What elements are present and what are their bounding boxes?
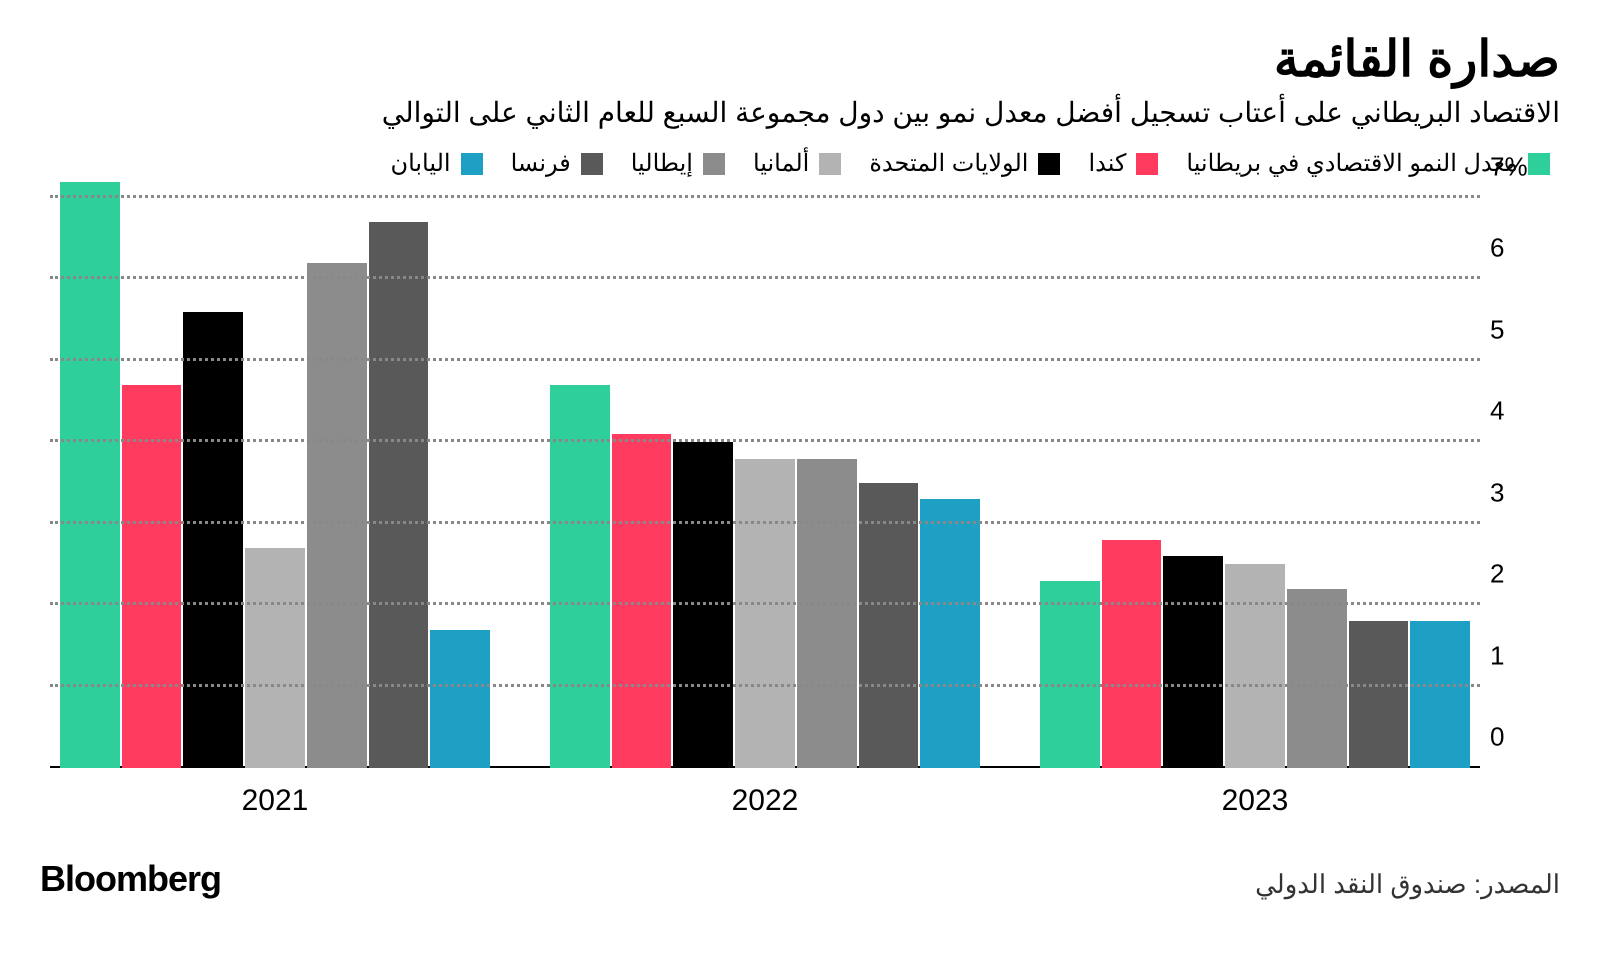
legend-swatch [1136, 153, 1158, 175]
legend-label: إيطاليا [631, 149, 693, 178]
bar [245, 548, 305, 768]
y-axis-label: 3 [1490, 477, 1550, 508]
legend-swatch [703, 153, 725, 175]
bar [60, 182, 120, 768]
x-axis-label: 2023 [1222, 784, 1289, 818]
bar [122, 385, 182, 768]
legend-item: فرنسا [511, 149, 603, 178]
bar [1349, 621, 1409, 768]
bar [1287, 589, 1347, 768]
legend-label: ألمانيا [753, 149, 809, 178]
y-axis-label: 0 [1490, 722, 1550, 753]
gridline [50, 439, 1480, 442]
legend-swatch [461, 153, 483, 175]
legend-item: اليابان [390, 149, 482, 178]
bar [430, 630, 490, 768]
plot-area: 202120222023 01234567% [50, 198, 1480, 768]
bar [1163, 556, 1223, 768]
x-axis-label: 2021 [242, 784, 309, 818]
bar [735, 459, 795, 768]
legend-swatch [819, 153, 841, 175]
bar [920, 499, 980, 768]
bar-group: 2023 [1040, 198, 1470, 768]
legend-item: إيطاليا [631, 149, 725, 178]
chart: 202120222023 01234567% [40, 198, 1560, 828]
bar-group: 2022 [550, 198, 980, 768]
y-axis-label: 5 [1490, 314, 1550, 345]
source-label: المصدر: صندوق النقد الدولي [1255, 869, 1560, 900]
legend-label: الولايات المتحدة [869, 149, 1028, 178]
gridline [50, 195, 1480, 198]
gridline [50, 602, 1480, 605]
legend: معدل النمو الاقتصادي في بريطانيا كندا الول… [40, 149, 1560, 178]
x-axis-label: 2022 [732, 784, 799, 818]
bar [1225, 564, 1285, 768]
legend-item: ألمانيا [753, 149, 841, 178]
legend-label: كندا [1088, 149, 1126, 178]
bar-group: 2021 [60, 198, 490, 768]
legend-label: فرنسا [511, 149, 571, 178]
bar [183, 312, 243, 768]
bar [550, 385, 610, 768]
bar [859, 483, 919, 768]
legend-label: اليابان [390, 149, 450, 178]
bar-groups: 202120222023 [50, 198, 1480, 768]
y-axis-label: 2 [1490, 559, 1550, 590]
bar [612, 434, 672, 768]
bar [797, 459, 857, 768]
gridline [50, 521, 1480, 524]
chart-footer: Bloomberg المصدر: صندوق النقد الدولي [40, 858, 1560, 900]
legend-item: الولايات المتحدة [869, 149, 1060, 178]
y-axis-label: 6 [1490, 233, 1550, 264]
gridline [50, 684, 1480, 687]
legend-swatch [1038, 153, 1060, 175]
legend-label: معدل النمو الاقتصادي في بريطانيا [1186, 149, 1518, 178]
bar [1102, 540, 1162, 768]
gridline [50, 358, 1480, 361]
y-axis-label: 4 [1490, 396, 1550, 427]
chart-subtitle: الاقتصاد البريطاني على أعتاب تسجيل أفضل … [40, 96, 1560, 129]
y-axis-label: 7% [1490, 152, 1550, 183]
bar [1410, 621, 1470, 768]
bar [307, 263, 367, 768]
bar [1040, 581, 1100, 768]
y-axis-label: 1 [1490, 640, 1550, 671]
chart-title: صدارة القائمة [40, 30, 1560, 88]
legend-item: كندا [1088, 149, 1158, 178]
brand-logo: Bloomberg [40, 858, 221, 900]
legend-swatch [581, 153, 603, 175]
gridline [50, 276, 1480, 279]
